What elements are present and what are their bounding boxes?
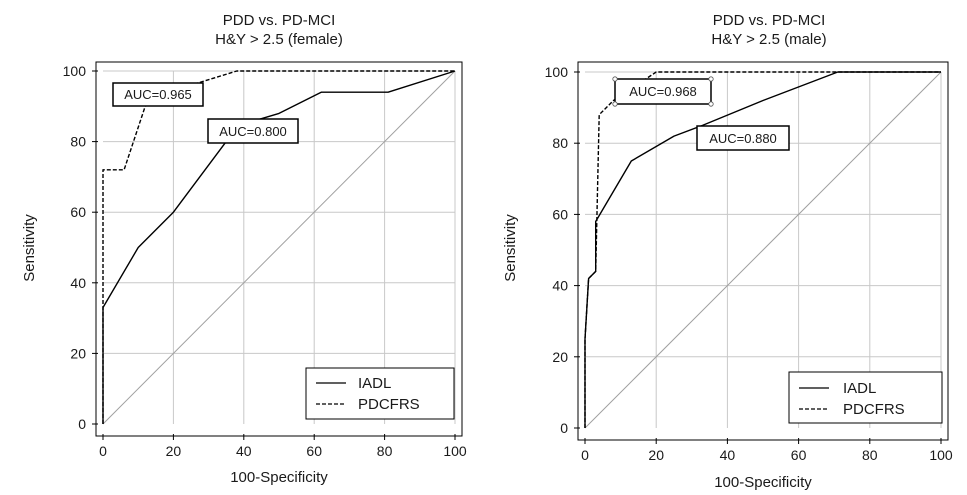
x-tick-label: 100: [929, 447, 953, 463]
legend-label-iadl: IADL: [843, 380, 876, 397]
y-tick-label: 80: [552, 135, 568, 151]
auc-label-pdcfrs: AUC=0.968: [612, 76, 714, 107]
y-axis-label: Sensitivity: [21, 214, 38, 282]
y-tick-label: 0: [560, 420, 568, 436]
x-axis-label: 100-Specificity: [714, 474, 812, 491]
x-tick-label: 80: [862, 447, 878, 463]
x-tick-label: 20: [648, 447, 664, 463]
roc-curve-pdcfrs: [584, 71, 941, 428]
x-tick-labels: 0 20 40 60 80 100: [99, 443, 467, 459]
legend-label-pdcfrs: PDCFRS: [843, 401, 905, 418]
x-tick-label: 20: [166, 443, 182, 459]
legend: IADL PDCFRS: [305, 367, 455, 420]
auc-value-iadl: AUC=0.800: [219, 124, 287, 139]
x-tick-label: 100: [443, 443, 467, 459]
y-tick-labels: 0 20 40 60 80 100: [545, 64, 569, 436]
legend-label-iadl: IADL: [358, 375, 391, 392]
y-tick-labels: 0 20 40 60 80 100: [63, 63, 87, 432]
y-tick-label: 100: [545, 64, 569, 80]
x-axis-label: 100-Specificity: [230, 469, 328, 486]
chart-subtitle: H&Y > 2.5 (male): [711, 31, 826, 48]
y-tick-label: 60: [552, 206, 568, 222]
x-tick-label: 40: [720, 447, 736, 463]
y-tick-label: 100: [63, 63, 87, 79]
x-tick-label: 60: [306, 443, 322, 459]
tick-marks: [92, 70, 456, 440]
chart-title: PDD vs. PD-MCI: [223, 12, 336, 29]
series-layer: [584, 71, 941, 428]
legend-box: [305, 367, 455, 420]
x-tick-label: 80: [377, 443, 393, 459]
y-tick-label: 60: [70, 204, 86, 220]
y-tick-label: 80: [70, 134, 86, 150]
y-tick-label: 20: [552, 349, 568, 365]
auc-value-pdcfrs: AUC=0.968: [629, 84, 697, 99]
y-tick-label: 0: [78, 416, 86, 432]
legend: IADL PDCFRS: [788, 371, 943, 424]
x-tick-labels: 0 20 40 60 80 100: [581, 447, 953, 463]
roc-panel-male: PDD vs. PD-MCI H&Y > 2.5 (male) 0 20 40 …: [502, 12, 953, 491]
chart-title: PDD vs. PD-MCI: [713, 12, 826, 29]
legend-box: [788, 371, 943, 424]
diagonal-reference-line: [102, 70, 456, 425]
auc-value-pdcfrs: AUC=0.965: [124, 87, 192, 102]
legend-label-pdcfrs: PDCFRS: [358, 396, 420, 413]
y-tick-label: 40: [552, 278, 568, 294]
auc-label-iadl: AUC=0.800: [207, 118, 299, 144]
x-tick-label: 0: [581, 447, 589, 463]
auc-value-iadl: AUC=0.880: [709, 131, 777, 146]
auc-label-pdcfrs: AUC=0.965: [112, 82, 204, 107]
chart-subtitle: H&Y > 2.5 (female): [215, 31, 343, 48]
roc-panel-female: PDD vs. PD-MCI H&Y > 2.5 (female) 0 20 4…: [21, 12, 467, 486]
x-tick-label: 40: [236, 443, 252, 459]
y-tick-label: 40: [70, 275, 86, 291]
x-tick-label: 0: [99, 443, 107, 459]
tick-marks: [574, 71, 942, 444]
auc-label-iadl: AUC=0.880: [696, 125, 790, 151]
y-axis-label: Sensitivity: [502, 214, 519, 282]
diagonal-reference-line: [584, 71, 942, 429]
x-tick-label: 60: [791, 447, 807, 463]
y-tick-label: 20: [70, 345, 86, 361]
